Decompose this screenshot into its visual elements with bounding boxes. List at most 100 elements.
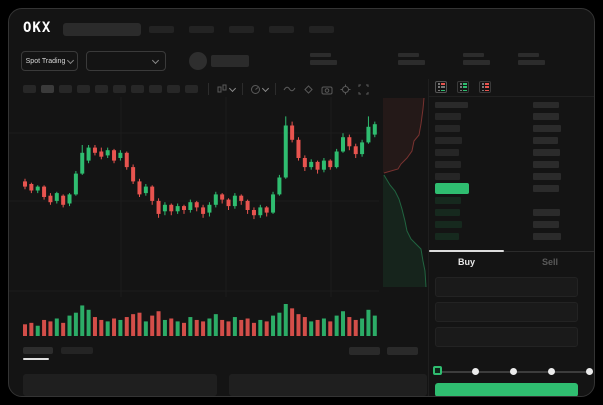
tab-sell[interactable]: Sell bbox=[541, 257, 558, 267]
stat-value-placeholder bbox=[398, 60, 425, 65]
timeframe-button[interactable] bbox=[95, 85, 108, 93]
okx-logo: OKX bbox=[23, 20, 52, 36]
divider bbox=[429, 251, 594, 252]
nav-item-placeholder[interactable] bbox=[309, 26, 334, 33]
chart-type-button[interactable] bbox=[216, 84, 237, 95]
timeframe-button[interactable] bbox=[41, 85, 54, 93]
bid-price-placeholder bbox=[435, 209, 460, 216]
bid-amount-placeholder bbox=[533, 209, 560, 216]
timeframe-button[interactable] bbox=[185, 85, 198, 93]
stat-label-placeholder bbox=[310, 53, 331, 57]
timeframe-button[interactable] bbox=[77, 85, 90, 93]
timeframe-button[interactable] bbox=[23, 85, 36, 93]
line-tool-button[interactable] bbox=[283, 84, 296, 94]
order-input-field[interactable] bbox=[435, 277, 578, 297]
stat-placeholder bbox=[398, 53, 425, 65]
active-tab-indicator bbox=[429, 250, 504, 252]
stat-placeholder bbox=[463, 53, 490, 65]
bid-amount-placeholder bbox=[533, 221, 559, 228]
ask-price-placeholder bbox=[435, 113, 461, 120]
candlestick-chart bbox=[9, 97, 427, 336]
nav-item-placeholder[interactable] bbox=[189, 26, 214, 33]
draw-tool-icon bbox=[304, 84, 313, 94]
nav-item-placeholder[interactable] bbox=[269, 26, 294, 33]
slider-stop-25[interactable] bbox=[472, 368, 480, 375]
bid-price-placeholder bbox=[435, 233, 459, 240]
bottom-panel bbox=[23, 374, 217, 396]
stat-placeholder bbox=[310, 53, 337, 65]
chevron-down-icon bbox=[228, 84, 237, 92]
search-input[interactable] bbox=[63, 23, 141, 36]
tab-buy[interactable]: Buy bbox=[457, 257, 475, 267]
orderbook-amount-header bbox=[533, 102, 559, 108]
ask-amount-placeholder bbox=[533, 137, 558, 144]
slider-stop-50[interactable] bbox=[510, 368, 517, 375]
book-asks-icon[interactable] bbox=[479, 81, 491, 93]
chart-type-icon bbox=[217, 84, 227, 92]
stat-value-placeholder bbox=[463, 60, 490, 65]
orderbook-view-switcher bbox=[435, 81, 491, 93]
coin-icon bbox=[189, 52, 207, 70]
bid-amount-placeholder bbox=[533, 233, 561, 240]
order-input-field[interactable] bbox=[435, 302, 578, 322]
nav-item-placeholder[interactable] bbox=[229, 26, 254, 33]
okx-app-window: OKX Spot Trading bbox=[8, 8, 595, 397]
buy-submit-button[interactable] bbox=[435, 383, 578, 396]
stat-value-placeholder bbox=[310, 60, 337, 65]
ask-price-placeholder bbox=[435, 161, 461, 168]
chevron-down-icon bbox=[67, 56, 75, 64]
fullscreen-button[interactable] bbox=[358, 84, 369, 95]
timeframe-button[interactable] bbox=[113, 85, 126, 93]
nav-item-placeholder[interactable] bbox=[149, 26, 174, 33]
bottom-tab[interactable] bbox=[61, 347, 93, 354]
ask-amount-placeholder bbox=[533, 161, 559, 168]
ask-price-placeholder bbox=[435, 137, 462, 144]
top-nav bbox=[149, 26, 349, 33]
market-stats bbox=[310, 53, 583, 65]
orderbook-price-header bbox=[435, 102, 468, 108]
ask-price-placeholder bbox=[435, 125, 460, 132]
indicators-icon bbox=[251, 84, 260, 94]
orderbook-last-price[interactable] bbox=[435, 183, 469, 194]
market-type-label: Spot Trading bbox=[25, 57, 66, 65]
price-row-amount-placeholder bbox=[533, 185, 559, 192]
divider bbox=[429, 96, 594, 97]
amount-slider-handle[interactable] bbox=[433, 366, 442, 375]
fullscreen-icon bbox=[358, 84, 369, 94]
bottom-tab-underline bbox=[23, 358, 49, 360]
stat-placeholder bbox=[518, 53, 545, 65]
settings-icon bbox=[340, 84, 351, 94]
draw-tool-button[interactable] bbox=[303, 84, 314, 95]
chevron-down-icon bbox=[261, 84, 270, 92]
chevron-down-icon bbox=[151, 56, 160, 64]
slider-stop-75[interactable] bbox=[547, 368, 555, 375]
ask-amount-placeholder bbox=[533, 173, 561, 180]
order-form bbox=[435, 277, 578, 352]
order-input-field[interactable] bbox=[435, 327, 578, 347]
divider bbox=[208, 83, 209, 95]
line-tool-icon bbox=[283, 86, 296, 92]
bottom-tab-active[interactable] bbox=[23, 347, 53, 354]
settings-button[interactable] bbox=[340, 84, 351, 95]
market-type-dropdown[interactable]: Spot Trading bbox=[21, 51, 78, 71]
ask-price-placeholder bbox=[435, 149, 459, 156]
divider bbox=[275, 83, 276, 95]
book-combined-icon[interactable] bbox=[435, 81, 447, 93]
ask-amount-placeholder bbox=[533, 113, 559, 120]
book-bids-icon[interactable] bbox=[457, 81, 469, 93]
pair-name-placeholder bbox=[211, 55, 249, 67]
timeframe-button[interactable] bbox=[59, 85, 72, 93]
pair-selector-dropdown[interactable] bbox=[86, 51, 166, 71]
timeframe-button[interactable] bbox=[167, 85, 180, 93]
bid-price-placeholder bbox=[435, 197, 461, 204]
slider-stop-100[interactable] bbox=[585, 368, 593, 375]
stat-label-placeholder bbox=[463, 53, 484, 57]
bottom-action-placeholder[interactable] bbox=[349, 347, 380, 355]
camera-button[interactable] bbox=[321, 84, 333, 95]
timeframe-button[interactable] bbox=[149, 85, 162, 93]
timeframe-button[interactable] bbox=[131, 85, 144, 93]
divider bbox=[242, 83, 243, 95]
bottom-action-placeholder[interactable] bbox=[387, 347, 418, 355]
indicators-button[interactable] bbox=[250, 84, 270, 95]
